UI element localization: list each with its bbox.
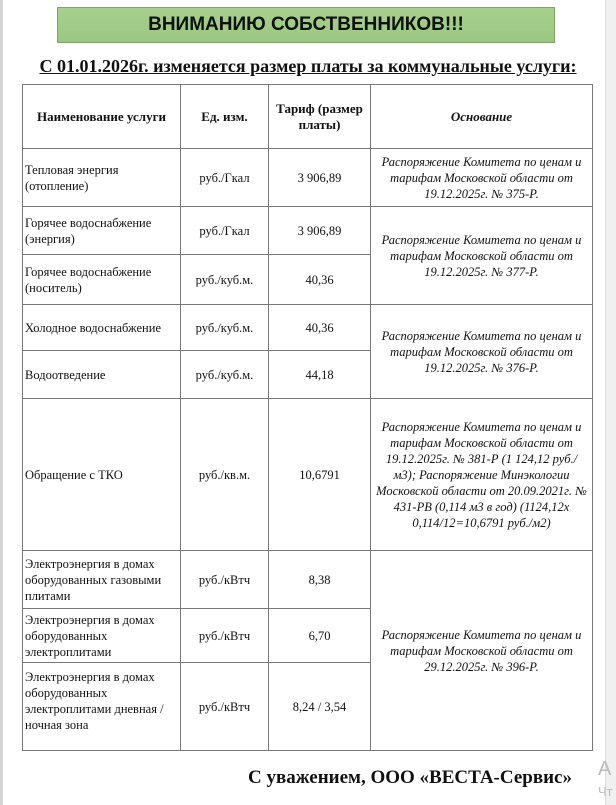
header-tariff: Тариф (размер платы)	[268, 84, 371, 149]
service-tariff: 40,36	[268, 304, 371, 351]
table-row: Водоотведение руб./куб.м. 44,18	[22, 350, 593, 399]
service-tariff: 10,6791	[268, 398, 371, 551]
service-name: Электроэнергия в домах оборудованных эле…	[22, 662, 181, 751]
table-header-row: Наименование услуги Ед. изм. Тариф (разм…	[22, 84, 593, 149]
service-name: Горячее водоснабжение (энергия)	[22, 206, 181, 255]
service-name: Горячее водоснабжение (носитель)	[22, 254, 181, 305]
service-tariff: 8,24 / 3,54	[268, 662, 371, 751]
service-name: Электроэнергия в домах оборудованных газ…	[22, 550, 181, 609]
service-tariff: 40,36	[268, 254, 371, 305]
header-basis: Основание	[370, 84, 593, 149]
header-service: Наименование услуги	[22, 84, 181, 149]
service-basis: Распоряжение Комитета по ценам и тарифам…	[370, 398, 593, 551]
service-basis: Распоряжение Комитета по ценам и тарифам…	[370, 148, 593, 207]
table-row: Горячее водоснабжение (энергия) руб./Гка…	[22, 206, 593, 305]
header-unit: Ед. изм.	[180, 84, 269, 149]
service-unit: руб./Гкал	[180, 148, 269, 207]
service-name: Обращение с ТКО	[22, 398, 181, 551]
table-row: Обращение с ТКО руб./кв.м. 10,6791 Распо…	[22, 398, 593, 551]
service-unit: руб./кВтч	[180, 608, 269, 663]
service-unit: руб./Гкал	[180, 206, 269, 255]
service-basis: Распоряжение Комитета по ценам и тарифам…	[370, 304, 593, 399]
service-tariff: 6,70	[268, 608, 371, 663]
service-unit: руб./кВтч	[180, 550, 269, 609]
notice-banner: ВНИМАНИЮ СОБСТВЕННИКОВ!!!	[57, 7, 555, 43]
service-name: Электроэнергия в домах оборудованных эле…	[22, 608, 181, 663]
service-unit: руб./кв.м.	[180, 398, 269, 551]
table-row: Электроэнергия в домах оборудованных эле…	[22, 662, 593, 751]
service-tariff: 8,38	[268, 550, 371, 609]
service-unit: руб./куб.м.	[180, 254, 269, 305]
service-basis: Распоряжение Комитета по ценам и тарифам…	[370, 206, 593, 305]
watermark-line-2: Чт	[598, 784, 613, 799]
table-row: Горячее водоснабжение (носитель) руб./ку…	[22, 254, 593, 305]
service-name: Водоотведение	[22, 350, 181, 399]
service-tariff: 3 906,89	[268, 148, 371, 207]
service-name: Холодное водоснабжение	[22, 304, 181, 351]
service-tariff: 44,18	[268, 350, 371, 399]
service-unit: руб./куб.м.	[180, 304, 269, 351]
table-row: Электроэнергия в домах оборудованных эле…	[22, 608, 593, 663]
table-row: Электроэнергия в домах оборудованных газ…	[22, 550, 593, 751]
service-unit: руб./кВтч	[180, 662, 269, 751]
service-tariff: 3 906,89	[268, 206, 371, 255]
table-row: Тепловая энергия (отопление) руб./Гкал 3…	[22, 148, 593, 207]
signature: С уважением, ООО «ВЕСТА-Сервис»	[248, 767, 572, 788]
watermark-line-1: А	[598, 758, 612, 780]
scrollbar[interactable]	[605, 0, 616, 805]
service-name: Тепловая энергия (отопление)	[22, 148, 181, 207]
page-left-border	[0, 0, 3, 805]
service-basis: Распоряжение Комитета по ценам и тарифам…	[370, 550, 593, 751]
notice-subtitle: С 01.01.2026г. изменяется размер платы з…	[39, 56, 577, 76]
table-row: Холодное водоснабжение руб./куб.м. 40,36…	[22, 304, 593, 399]
tariff-table: Наименование услуги Ед. изм. Тариф (разм…	[22, 84, 593, 751]
service-unit: руб./куб.м.	[180, 350, 269, 399]
